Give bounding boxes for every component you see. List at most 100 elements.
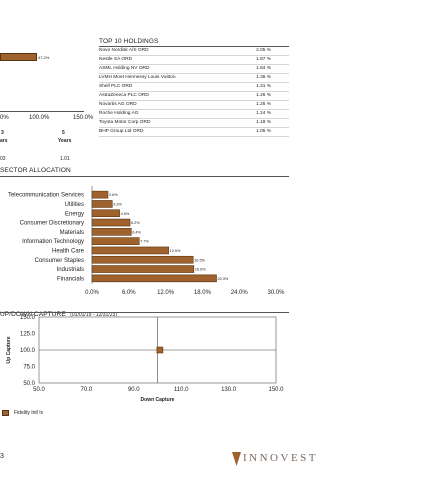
capture-x-tick: 130.0 <box>221 387 237 393</box>
holding-name: BHP Group Ltd ORD <box>99 129 144 134</box>
sector-bar <box>91 228 132 236</box>
performance-bar <box>0 53 37 61</box>
holding-pct: 1.36 % <box>256 75 271 80</box>
holding-pct: 1.05 % <box>256 129 271 134</box>
updown-title-rule <box>0 312 289 313</box>
holding-name: ASML Holding NV ORD <box>99 66 150 71</box>
period-unit-cut: ars <box>0 138 8 144</box>
capture-x-tick: 70.0 <box>81 387 93 393</box>
holding-pct: 2.05 % <box>256 48 271 53</box>
period-unit: Years <box>58 138 72 144</box>
holding-row: BHP Group Ltd ORD 1.05 % <box>99 128 289 137</box>
sector-bar-label: 6.2% <box>131 221 140 225</box>
sector-category-label: Financials <box>57 276 84 282</box>
updown-capture-chart: 150.0 125.0 100.0 75.0 50.050.0 70.0 90.0 110.0… <box>6 315 284 403</box>
sector-allocation-chart: Telecommunication Services 2.6% Utilities 3… <box>8 186 285 296</box>
holdings-title-rule <box>99 46 289 47</box>
holding-pct: 1.87 % <box>256 57 271 62</box>
capture-y-tick: 50.0 <box>23 381 35 387</box>
sector-category-label: Industrials <box>57 267 84 273</box>
capture-x-tick: 50.0 <box>33 387 45 393</box>
sector-bar <box>91 274 217 283</box>
axis-tick-2: 150.0% <box>73 115 94 121</box>
brand-logo-mark-icon <box>232 452 241 466</box>
holding-row: Novo Nordisk A/S ORD 2.05 % <box>99 47 289 56</box>
performance-chart-fragment: 47.2% <box>0 36 100 166</box>
stat-left: 03 <box>0 156 6 162</box>
sector-bar-label: 20.3% <box>218 277 229 281</box>
holding-pct: 1.25 % <box>256 102 271 107</box>
brand-logo: INNOVEST <box>232 451 316 467</box>
capture-point <box>156 346 164 354</box>
holding-name: Nestle SA ORD <box>99 57 133 62</box>
holding-name: Toyota Motor Corp ORD <box>99 120 151 125</box>
sector-x-tick: 24.0% <box>231 290 249 296</box>
sector-bar <box>91 255 194 264</box>
sector-bar <box>91 246 169 255</box>
holding-row: Toyota Motor Corp ORD 1.18 % <box>99 119 289 128</box>
capture-x-axis-title: Down Capture <box>141 397 175 403</box>
capture-y-tick: 100.0 <box>20 348 36 354</box>
sector-title-rule <box>0 176 289 177</box>
capture-x-tick: 110.0 <box>174 387 189 393</box>
holding-name: Roche Holding AG <box>99 111 139 116</box>
sector-bar <box>91 200 113 208</box>
sector-category-label: Consumer Staples <box>35 258 84 264</box>
sector-category-label: Materials <box>60 230 84 236</box>
holding-row: LVMH Moet Hennessy Louis Vuitton 1.36 % <box>99 74 289 83</box>
sector-bar <box>91 237 140 245</box>
performance-axis-line <box>0 111 84 112</box>
sector-bar-label: 16.6% <box>195 268 206 272</box>
sector-bar-label: 4.5% <box>121 212 130 216</box>
holding-row: ASML Holding NV ORD 1.84 % <box>99 65 289 74</box>
stat-right: 1.01 <box>60 156 70 162</box>
holding-pct: 1.31 % <box>256 84 271 89</box>
updown-period: (01/01/19 - 12/31/23) <box>70 312 117 318</box>
capture-y-axis-title: Up Capture <box>6 336 12 363</box>
sector-category-label: Telecommunication Services <box>8 193 84 199</box>
holding-row: Nestle SA ORD 1.87 % <box>99 56 289 65</box>
holding-row: AstraZeneca PLC ORD 1.26 % <box>99 92 289 101</box>
holding-name: Novartis AG ORD <box>99 102 137 107</box>
sector-x-tick: 6.0% <box>122 290 136 296</box>
sector-bar-label: 2.6% <box>109 193 118 197</box>
holding-name: LVMH Moet Hennessy Louis Vuitton <box>99 75 176 80</box>
holding-row: Roche Holding AG 1.24 % <box>99 110 289 119</box>
holding-row: Novartis AG ORD 1.25 % <box>99 101 289 110</box>
updown-title-text: UP/DOWN CAPTURE <box>0 311 66 318</box>
sector-bar-label: 16.5% <box>194 258 205 262</box>
capture-x-tick: 90.0 <box>128 387 140 393</box>
holding-name: AstraZeneca PLC ORD <box>99 93 149 98</box>
capture-y-tick: 150.0 <box>20 315 36 321</box>
sector-category-label: Health Care <box>52 248 85 254</box>
sector-x-tick: 0.0% <box>85 290 99 296</box>
sector-bar-label: 12.5% <box>170 249 181 253</box>
brand-name: INNOVEST <box>243 452 318 464</box>
holdings-title: TOP 10 HOLDINGS <box>99 38 159 45</box>
sector-x-tick: 18.0% <box>194 290 212 296</box>
performance-bar-label: 47.2% <box>38 55 50 60</box>
holding-name: Novo Nordisk A/S ORD <box>99 48 149 53</box>
sector-bar-label: 7.7% <box>140 240 149 244</box>
sector-x-tick: 12.0% <box>157 290 175 296</box>
holding-pct: 1.84 % <box>256 66 271 71</box>
legend-label: Fidelity Intl Ix <box>14 410 44 416</box>
holding-pct: 1.24 % <box>256 111 271 116</box>
axis-tick-0: 0% <box>0 115 9 121</box>
sector-category-label: Consumer Discretionary <box>20 221 84 227</box>
holding-name: Shell PLC ORD <box>99 84 133 89</box>
holding-pct: 1.26 % <box>256 93 271 98</box>
sector-bar-label: 3.3% <box>113 202 122 206</box>
sector-x-tick: 30.0% <box>267 290 285 296</box>
sector-bar <box>91 190 109 199</box>
sector-bar <box>91 218 131 227</box>
capture-y-tick: 75.0 <box>23 365 35 371</box>
period-label-3: 3 <box>1 130 4 136</box>
sector-category-label: Utilities <box>65 202 84 208</box>
holding-row: Shell PLC ORD 1.31 % <box>99 83 289 92</box>
sector-category-label: Information Technology <box>22 239 84 245</box>
holding-pct: 1.18 % <box>256 120 271 125</box>
period-label-5: 5 <box>62 130 65 136</box>
sector-bar-label: 6.4% <box>132 230 141 234</box>
page-number: 3 <box>0 453 4 460</box>
